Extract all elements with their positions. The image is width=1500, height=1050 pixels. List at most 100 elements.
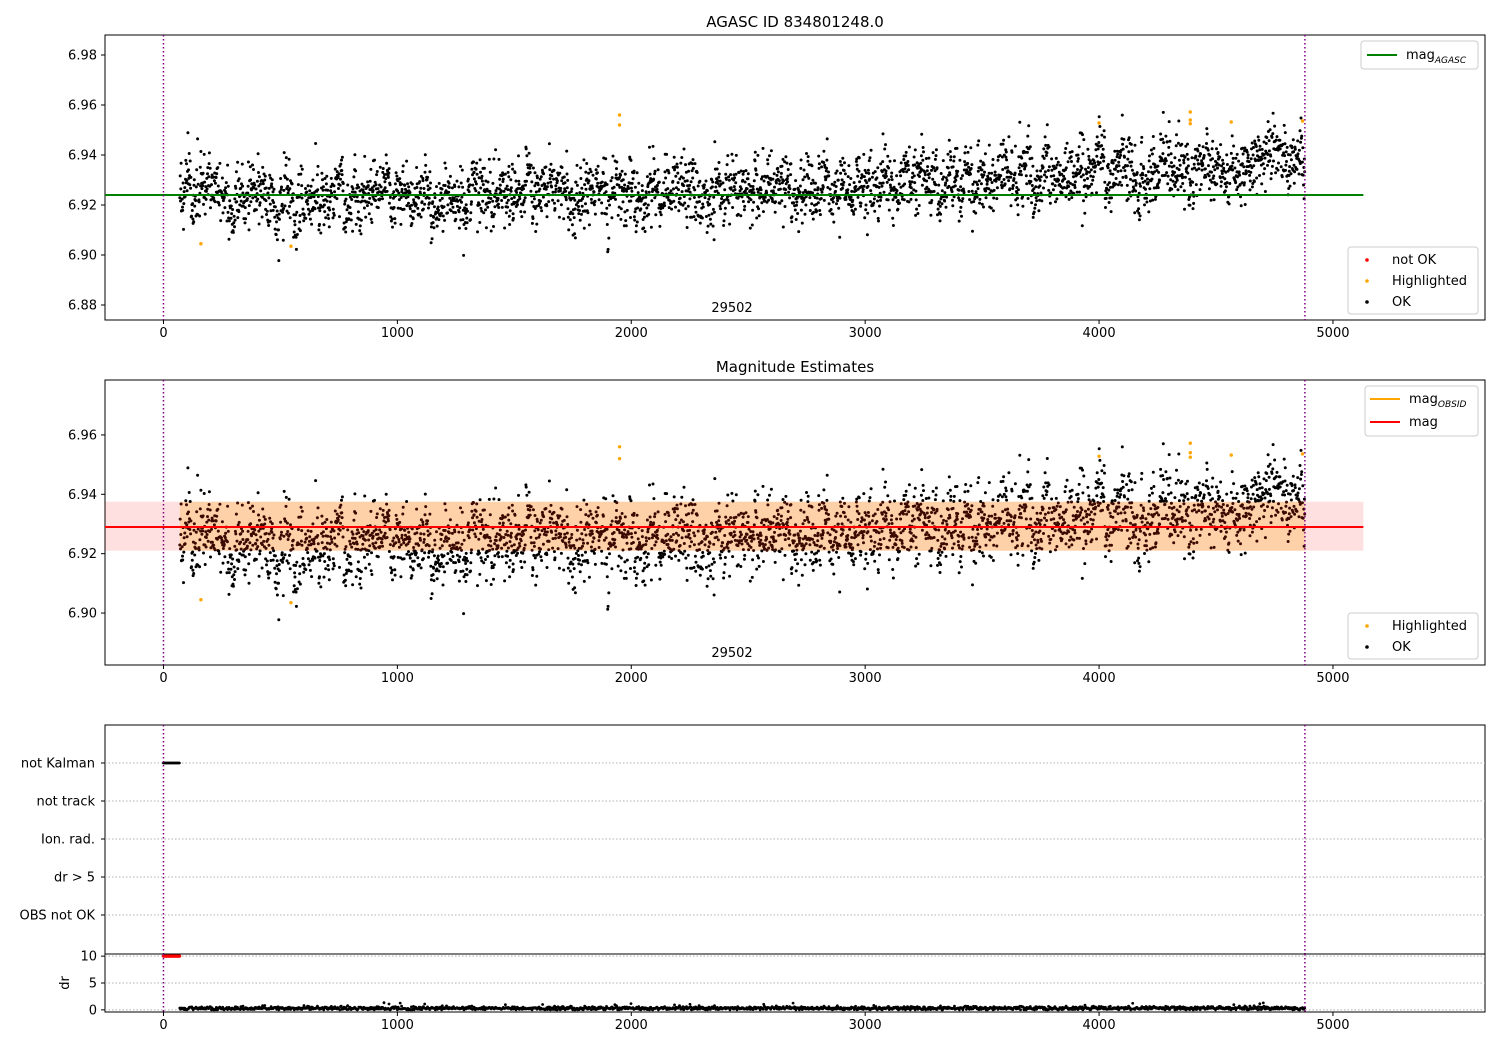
ok-point	[644, 536, 648, 540]
ok-point	[604, 497, 608, 501]
ok-point	[458, 546, 462, 550]
ok-point	[250, 534, 253, 538]
ok-point	[1274, 138, 1278, 142]
ok-point	[548, 510, 552, 514]
ok-point	[593, 562, 597, 566]
ok-point	[275, 593, 279, 597]
ok-point	[1269, 154, 1273, 158]
ok-point	[367, 212, 371, 216]
ok-point	[623, 528, 627, 532]
ok-point	[707, 213, 711, 217]
ok-point	[1173, 170, 1177, 174]
ok-point	[801, 178, 805, 182]
ok-point	[597, 531, 600, 534]
ok-point	[539, 206, 543, 210]
ok-point	[187, 152, 191, 155]
ok-point	[460, 200, 463, 204]
ok-point	[241, 553, 245, 557]
ok-point	[662, 181, 666, 185]
ok-point	[658, 224, 662, 228]
ok-point	[1051, 182, 1055, 186]
ok-point	[196, 137, 200, 141]
ok-point	[506, 170, 510, 174]
ok-point	[330, 191, 334, 195]
ok-point	[509, 189, 513, 193]
ok-point	[1298, 129, 1302, 133]
ok-point	[426, 529, 430, 533]
ok-point	[349, 569, 353, 573]
ok-point	[570, 187, 574, 191]
ok-point	[246, 501, 250, 505]
ok-point	[1206, 148, 1210, 152]
ok-point	[518, 544, 522, 548]
ok-point	[1002, 153, 1006, 157]
ok-point	[249, 200, 253, 204]
ok-point	[312, 542, 316, 546]
ok-point	[397, 545, 401, 549]
ok-point	[606, 547, 610, 551]
ok-point	[190, 565, 193, 569]
ok-point	[281, 210, 285, 214]
ok-point	[784, 188, 788, 192]
ok-point	[488, 548, 492, 552]
ok-point	[227, 216, 231, 220]
ok-point	[491, 215, 495, 219]
ok-point	[1065, 141, 1069, 145]
ok-point	[237, 560, 241, 563]
ok-point	[514, 179, 518, 183]
ok-point	[489, 229, 493, 233]
ok-point	[642, 579, 646, 583]
ok-point	[985, 182, 989, 186]
ok-point	[913, 181, 917, 185]
ok-point	[308, 210, 312, 213]
ok-point	[822, 149, 826, 153]
ok-point	[313, 556, 317, 560]
ok-point	[279, 177, 283, 180]
ok-point	[773, 210, 777, 214]
ok-point	[315, 549, 319, 553]
ok-point	[517, 527, 521, 531]
ok-point	[340, 155, 344, 159]
ok-point	[1260, 182, 1264, 186]
ok-point	[678, 177, 682, 181]
ok-point	[1199, 152, 1203, 156]
ok-point	[268, 219, 272, 223]
ok-point	[934, 154, 938, 158]
ok-point	[399, 196, 403, 199]
ok-point	[508, 575, 512, 579]
ok-point	[580, 186, 584, 190]
ok-point	[298, 572, 302, 576]
ok-point	[910, 180, 914, 184]
ok-point	[188, 517, 191, 521]
ok-point	[311, 178, 315, 182]
ok-point	[566, 556, 570, 560]
ok-point	[629, 186, 633, 190]
ok-point	[484, 523, 488, 527]
ok-point	[206, 172, 209, 176]
ok-point	[331, 567, 335, 571]
ok-point	[614, 173, 618, 177]
ok-point	[641, 543, 645, 547]
ok-point	[246, 538, 250, 542]
y-tick-label: 6.92	[68, 547, 97, 562]
ok-point	[192, 183, 196, 187]
ok-point	[1134, 181, 1138, 185]
ok-point	[1160, 157, 1164, 161]
ok-point	[734, 181, 738, 185]
ok-point	[693, 162, 697, 166]
ok-point	[625, 535, 629, 539]
ok-point	[228, 199, 232, 203]
ok-point	[1188, 203, 1192, 207]
ok-point	[327, 568, 331, 572]
ok-point	[506, 205, 510, 209]
ok-point	[620, 512, 624, 515]
ok-point	[615, 160, 619, 164]
ok-point	[708, 202, 712, 206]
ok-point	[472, 170, 476, 174]
ok-point	[979, 182, 983, 186]
ok-point	[716, 179, 720, 183]
ok-point	[297, 195, 301, 199]
ok-point	[243, 555, 247, 559]
ok-point	[553, 190, 557, 194]
ok-point	[673, 168, 676, 172]
